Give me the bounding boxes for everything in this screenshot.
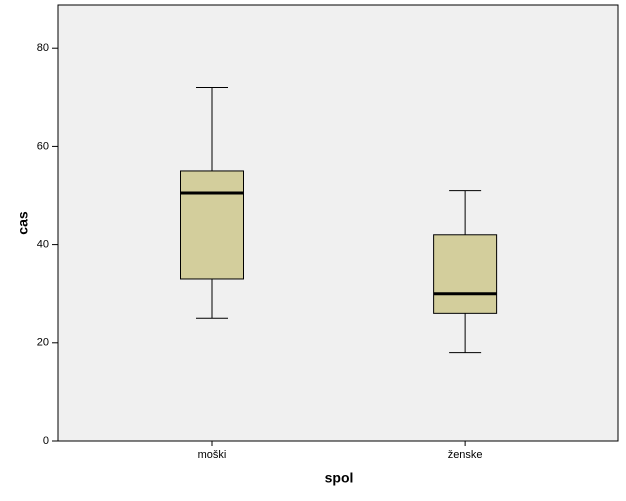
y-tick-label: 0 <box>43 435 49 447</box>
y-tick-label: 60 <box>37 140 49 152</box>
box <box>433 234 498 314</box>
y-tick-label: 20 <box>37 337 49 349</box>
y-axis-title: cas <box>15 211 31 235</box>
plot-area <box>57 4 619 442</box>
x-tick-label: ženske <box>448 449 483 461</box>
x-axis-title: spol <box>325 470 354 486</box>
box <box>180 170 244 280</box>
x-tick-label: moški <box>198 449 227 461</box>
y-tick-label: 80 <box>37 42 49 54</box>
y-tick-label: 40 <box>37 239 49 251</box>
